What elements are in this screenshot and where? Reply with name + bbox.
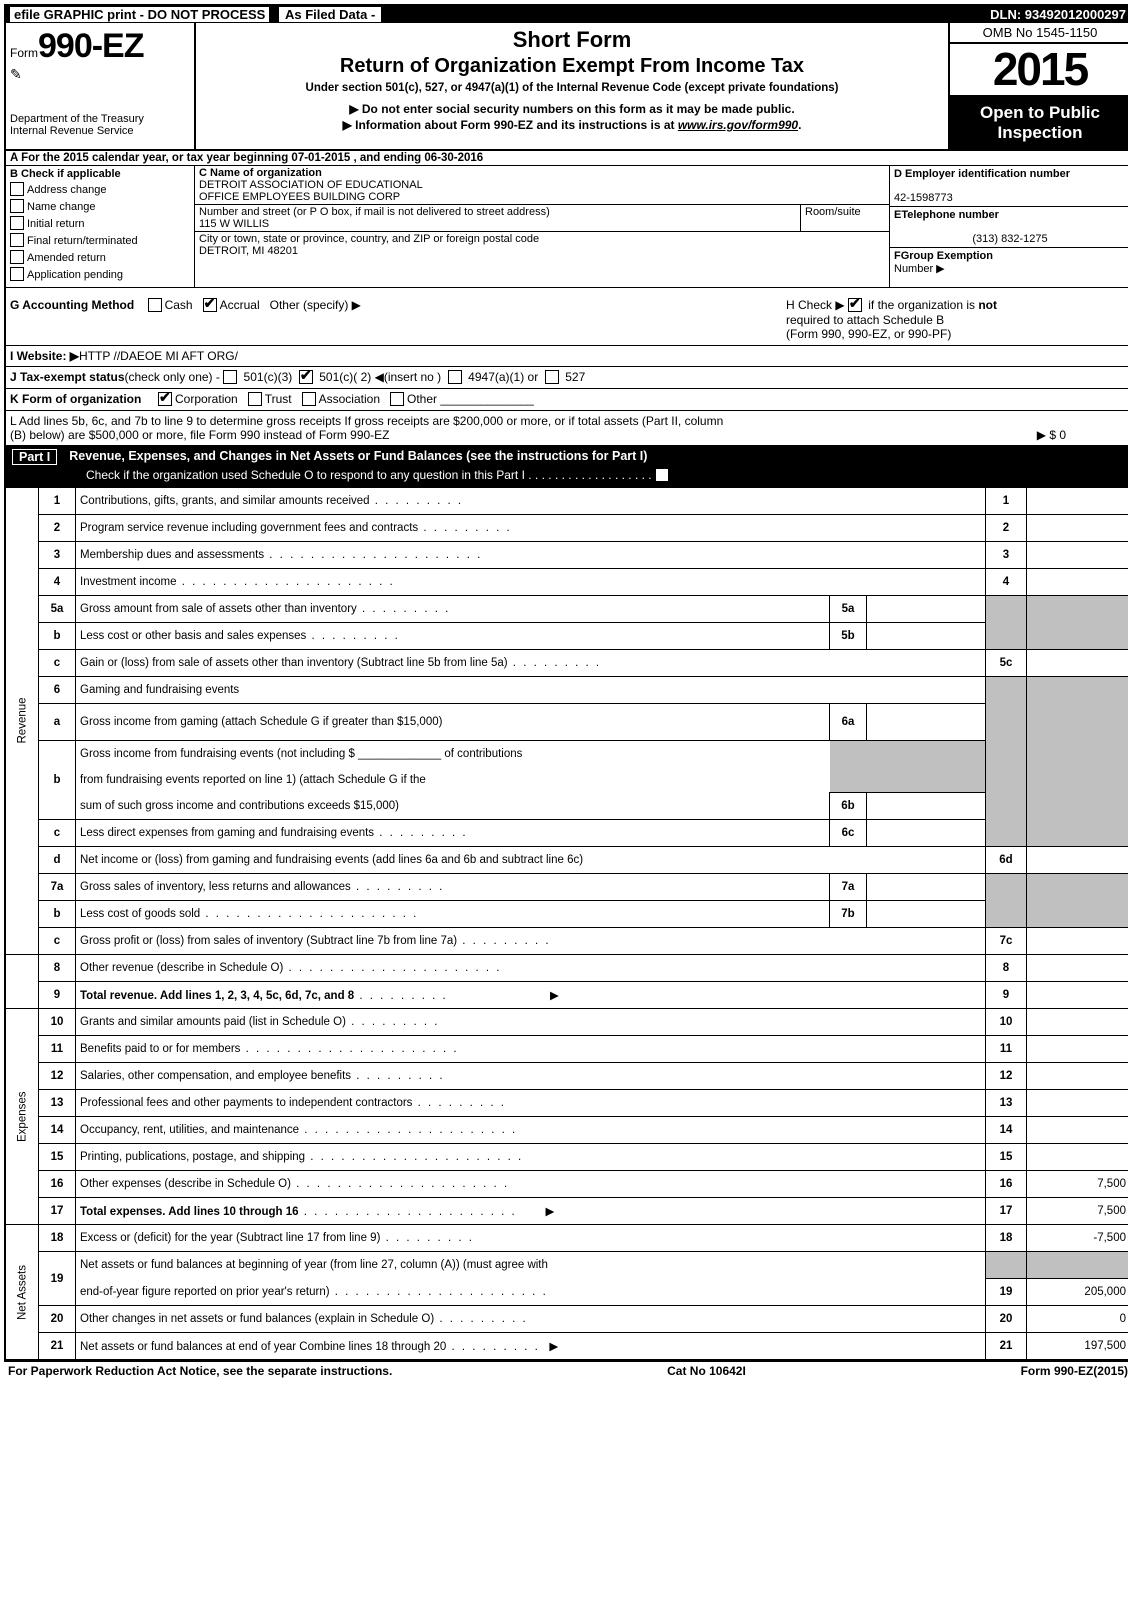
chk-accrual[interactable] [203, 298, 217, 312]
row-gh: G Accounting Method Cash Accrual Other (… [6, 288, 1128, 346]
asfiled-label: As Filed Data - [279, 7, 381, 22]
val-21: 197,500 [1027, 1333, 1128, 1360]
col-b-checkboxes: B Check if applicable Address change Nam… [6, 166, 195, 287]
val-17: 7,500 [1027, 1198, 1128, 1225]
val-19: 205,000 [1027, 1279, 1128, 1306]
chk-schedule-o[interactable] [655, 468, 669, 482]
section-b: B Check if applicable Address change Nam… [6, 166, 1128, 288]
header-right: OMB No 1545-1150 2015 Open to Public Ins… [950, 23, 1128, 149]
footer-right: Form 990-EZ(2015) [1021, 1364, 1128, 1378]
footer: For Paperwork Reduction Act Notice, see … [4, 1362, 1128, 1380]
part1-table: Revenue 1Contributions, gifts, grants, a… [6, 487, 1128, 1361]
org-name-2: OFFICE EMPLOYEES BUILDING CORP [199, 191, 400, 203]
vside-revenue: Revenue [6, 487, 39, 955]
chk-501c[interactable] [299, 370, 313, 384]
part1-header: Part I Revenue, Expenses, and Changes in… [6, 446, 1128, 487]
chk-amended-return[interactable] [10, 250, 24, 264]
vside-netassets: Net Assets [6, 1225, 39, 1360]
org-address: 115 W WILLIS [199, 218, 269, 230]
col-b-org: C Name of organization DETROIT ASSOCIATI… [195, 166, 889, 287]
omb-number: OMB No 1545-1150 [950, 23, 1128, 44]
chk-association[interactable] [302, 392, 316, 406]
chk-trust[interactable] [248, 392, 262, 406]
return-title: Return of Organization Exempt From Incom… [204, 55, 940, 78]
chk-name-change[interactable] [10, 199, 24, 213]
chk-app-pending[interactable] [10, 267, 24, 281]
row-l: L Add lines 5b, 6c, and 7b to line 9 to … [6, 411, 1128, 446]
row-j: J Tax-exempt status(check only one) - 50… [6, 367, 1128, 389]
chk-501c3[interactable] [223, 370, 237, 384]
chk-h-not-required[interactable] [848, 298, 862, 312]
open-public: Open to Public Inspection [950, 97, 1128, 150]
short-form-title: Short Form [204, 27, 940, 53]
form-header: Form990-EZ ✎ Department of the Treasury … [6, 23, 1128, 151]
donot-text: ▶ Do not enter social security numbers o… [204, 102, 940, 116]
tax-year: 2015 [950, 44, 1128, 97]
header-left: Form990-EZ ✎ Department of the Treasury … [6, 23, 196, 149]
row-i: I Website: ▶HTTP //DAEOE MI AFT ORG/ [6, 346, 1128, 367]
header-mid: Short Form Return of Organization Exempt… [196, 23, 950, 149]
irs-link[interactable]: www.irs.gov/form990 [678, 118, 798, 132]
chk-4947[interactable] [448, 370, 462, 384]
val-18: -7,500 [1027, 1225, 1128, 1252]
chk-527[interactable] [545, 370, 559, 384]
chk-other-org[interactable] [390, 392, 404, 406]
footer-mid: Cat No 10642I [667, 1364, 746, 1378]
val-20: 0 [1027, 1306, 1128, 1333]
phone-value: (313) 832-1275 [972, 233, 1047, 245]
form-container: efile GRAPHIC print - DO NOT PROCESS As … [4, 4, 1128, 1362]
chk-cash[interactable] [148, 298, 162, 312]
chk-corporation[interactable] [158, 392, 172, 406]
form-number: 990-EZ [38, 27, 144, 65]
row-k: K Form of organization Corporation Trust… [6, 389, 1128, 411]
row-a: A For the 2015 calendar year, or tax yea… [6, 151, 1128, 166]
dept-treasury: Department of the Treasury [10, 113, 190, 125]
val-16: 7,500 [1027, 1171, 1128, 1198]
website-value: HTTP //DAEOE MI AFT ORG/ [79, 349, 238, 363]
top-strip: efile GRAPHIC print - DO NOT PROCESS As … [6, 6, 1128, 23]
chk-address-change[interactable] [10, 182, 24, 196]
efile-label: efile GRAPHIC print - DO NOT PROCESS [10, 7, 269, 22]
ein-value: 42-1598773 [894, 192, 953, 204]
chk-initial-return[interactable] [10, 216, 24, 230]
chk-final-return[interactable] [10, 233, 24, 247]
vside-expenses: Expenses [6, 1009, 39, 1225]
info-text: ▶ Information about Form 990-EZ and its … [204, 118, 940, 132]
footer-left: For Paperwork Reduction Act Notice, see … [8, 1364, 392, 1378]
form-word: Form [10, 46, 38, 60]
row-l-amount: ▶ $ 0 [1037, 428, 1126, 442]
org-city: DETROIT, MI 48201 [199, 245, 298, 257]
under-section: Under section 501(c), 527, or 4947(a)(1)… [204, 82, 940, 94]
dln-label: DLN: 93492012000297 [990, 7, 1126, 22]
org-name-1: DETROIT ASSOCIATION OF EDUCATIONAL [199, 179, 423, 191]
dept-irs: Internal Revenue Service [10, 125, 190, 137]
col-b-right: D Employer identification number 42-1598… [889, 166, 1128, 287]
